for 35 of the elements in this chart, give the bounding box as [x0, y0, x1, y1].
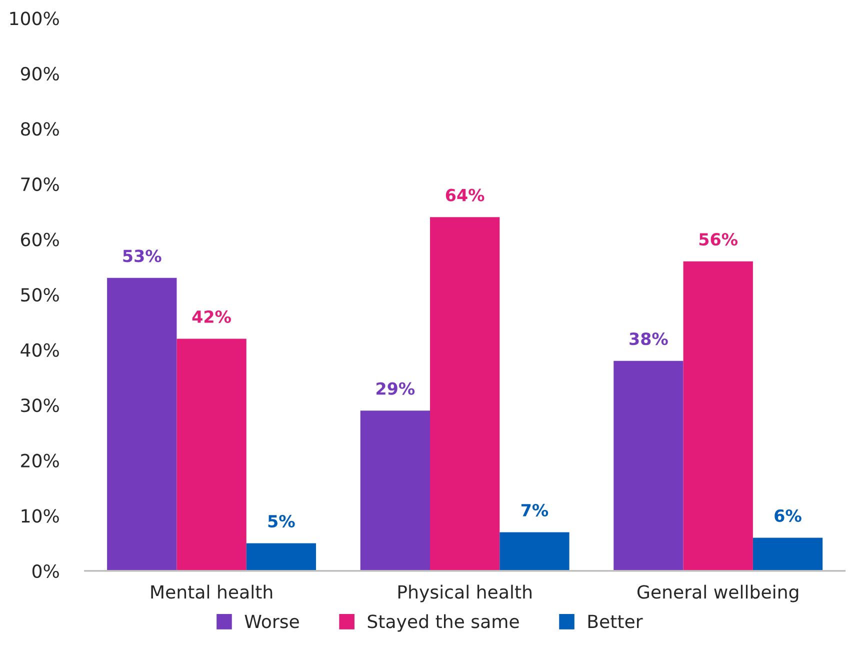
legend-label: Worse [244, 614, 299, 628]
bar [107, 278, 177, 571]
y-tick-label: 20% [21, 454, 59, 468]
bar [430, 217, 500, 571]
x-tick-label: Physical health [398, 584, 532, 602]
data-label: 7% [521, 504, 548, 516]
y-tick-label: 50% [21, 288, 59, 302]
bar [752, 538, 823, 571]
y-tick-label: 60% [21, 232, 59, 246]
data-label: 53% [123, 250, 162, 262]
y-tick-label: 0% [32, 564, 59, 578]
legend-label: Better [588, 614, 643, 628]
legend-label: Stayed the same [368, 614, 519, 632]
y-tick-label: 10% [22, 509, 59, 523]
data-label: 42% [192, 310, 231, 324]
y-tick-label: 100% [10, 12, 59, 26]
data-label: 64% [446, 188, 484, 202]
bar [176, 338, 246, 571]
data-label: 29% [376, 382, 415, 395]
y-tick-label: 70% [21, 177, 59, 192]
data-label: 56% [699, 233, 738, 246]
data-label: 6% [774, 509, 802, 522]
x-tick-label: General wellbeing [637, 584, 798, 602]
y-tick-label: 90% [20, 66, 59, 81]
bar [246, 543, 316, 571]
y-tick-label: 40% [20, 343, 59, 357]
bar [683, 261, 753, 571]
bar [360, 410, 430, 571]
bar [614, 360, 684, 571]
y-tick-label: 30% [21, 398, 59, 412]
data-label: 38% [630, 332, 668, 346]
data-label: 5% [268, 514, 295, 528]
y-tick-label: 80% [20, 122, 59, 136]
bar [500, 532, 570, 571]
x-tick-label: Mental health [151, 584, 272, 599]
